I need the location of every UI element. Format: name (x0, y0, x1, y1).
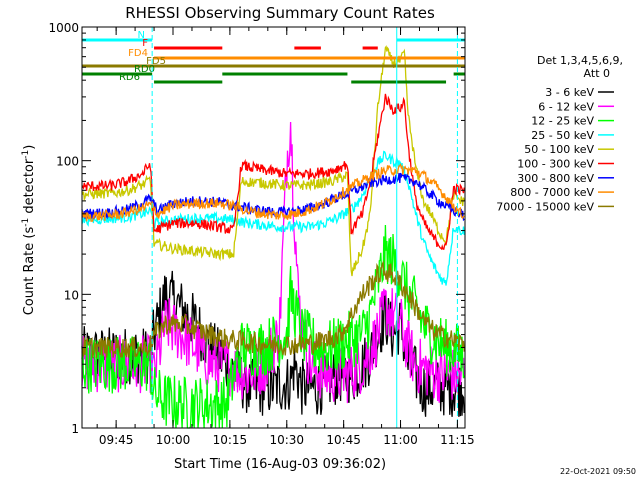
chart-title: RHESSI Observing Summary Count Rates (125, 4, 435, 22)
legend-entry-label: 50 - 100 keV (524, 143, 594, 156)
series-line (81, 260, 465, 358)
vertical-markers (151, 27, 458, 428)
x-tick-label: 10:15 (213, 433, 248, 447)
y-tick-label: 10 (64, 288, 79, 302)
x-tick-label: 11:00 (383, 433, 418, 447)
x-axis-label: Start Time (16-Aug-03 09:36:02) (174, 457, 386, 472)
series-line (81, 172, 465, 222)
axes: 1 10 100 1000 09:45 10:00 10:15 10:30 10:45 11:00… (48, 21, 474, 447)
legend-entry-label: 6 - 12 keV (538, 100, 594, 113)
plot-frame (81, 26, 466, 429)
y-label-sup: -1 (21, 150, 31, 159)
x-tick-label: 10:00 (156, 433, 191, 447)
series-line (81, 93, 465, 251)
y-label-part: ) (22, 145, 37, 150)
footer-timestamp: 22-Oct-2021 09:50 (560, 467, 636, 476)
legend-header-line2: Att 0 (584, 67, 610, 80)
x-tick-label: 09:45 (99, 433, 134, 447)
y-tick-label: 100 (56, 155, 79, 169)
y-axis-label: Count Rate (s-1 detector-1) (21, 145, 37, 316)
flag-bar-label: FD5 (146, 56, 166, 67)
x-tick-label: 10:30 (269, 433, 304, 447)
y-label-part: detector (22, 158, 37, 218)
y-label-sup: -1 (21, 218, 31, 227)
x-tick-label: 10:45 (326, 433, 361, 447)
flag-bar-label: N (138, 30, 145, 41)
x-tick-label: 11:15 (440, 433, 475, 447)
legend-entry-label: 100 - 300 keV (517, 158, 594, 171)
series-lines (81, 45, 465, 429)
series-line (81, 163, 465, 222)
y-tick-label: 1000 (48, 21, 79, 35)
flag-bar-label: RD6 (119, 72, 140, 83)
flag-bar-label: F (142, 38, 148, 49)
y-tick-label: 1 (71, 422, 79, 436)
legend-entry-label: 12 - 25 keV (531, 115, 594, 128)
legend-entry-label: 800 - 7000 keV (510, 186, 594, 199)
series-line (81, 224, 465, 429)
legend-entry-label: 25 - 50 keV (531, 129, 594, 142)
y-label-part: Count Rate (s (22, 227, 37, 316)
flag-bar-label: FD4 (128, 48, 148, 59)
legend-entry-label: 300 - 800 keV (517, 172, 594, 185)
legend-header-line1: Det 1,3,4,5,6,9, (537, 54, 623, 67)
legend-entry-label: 3 - 6 keV (545, 86, 594, 99)
legend-entry-label: 7000 - 15000 keV (496, 200, 594, 213)
flag-bar-label: RD0 (134, 64, 155, 75)
